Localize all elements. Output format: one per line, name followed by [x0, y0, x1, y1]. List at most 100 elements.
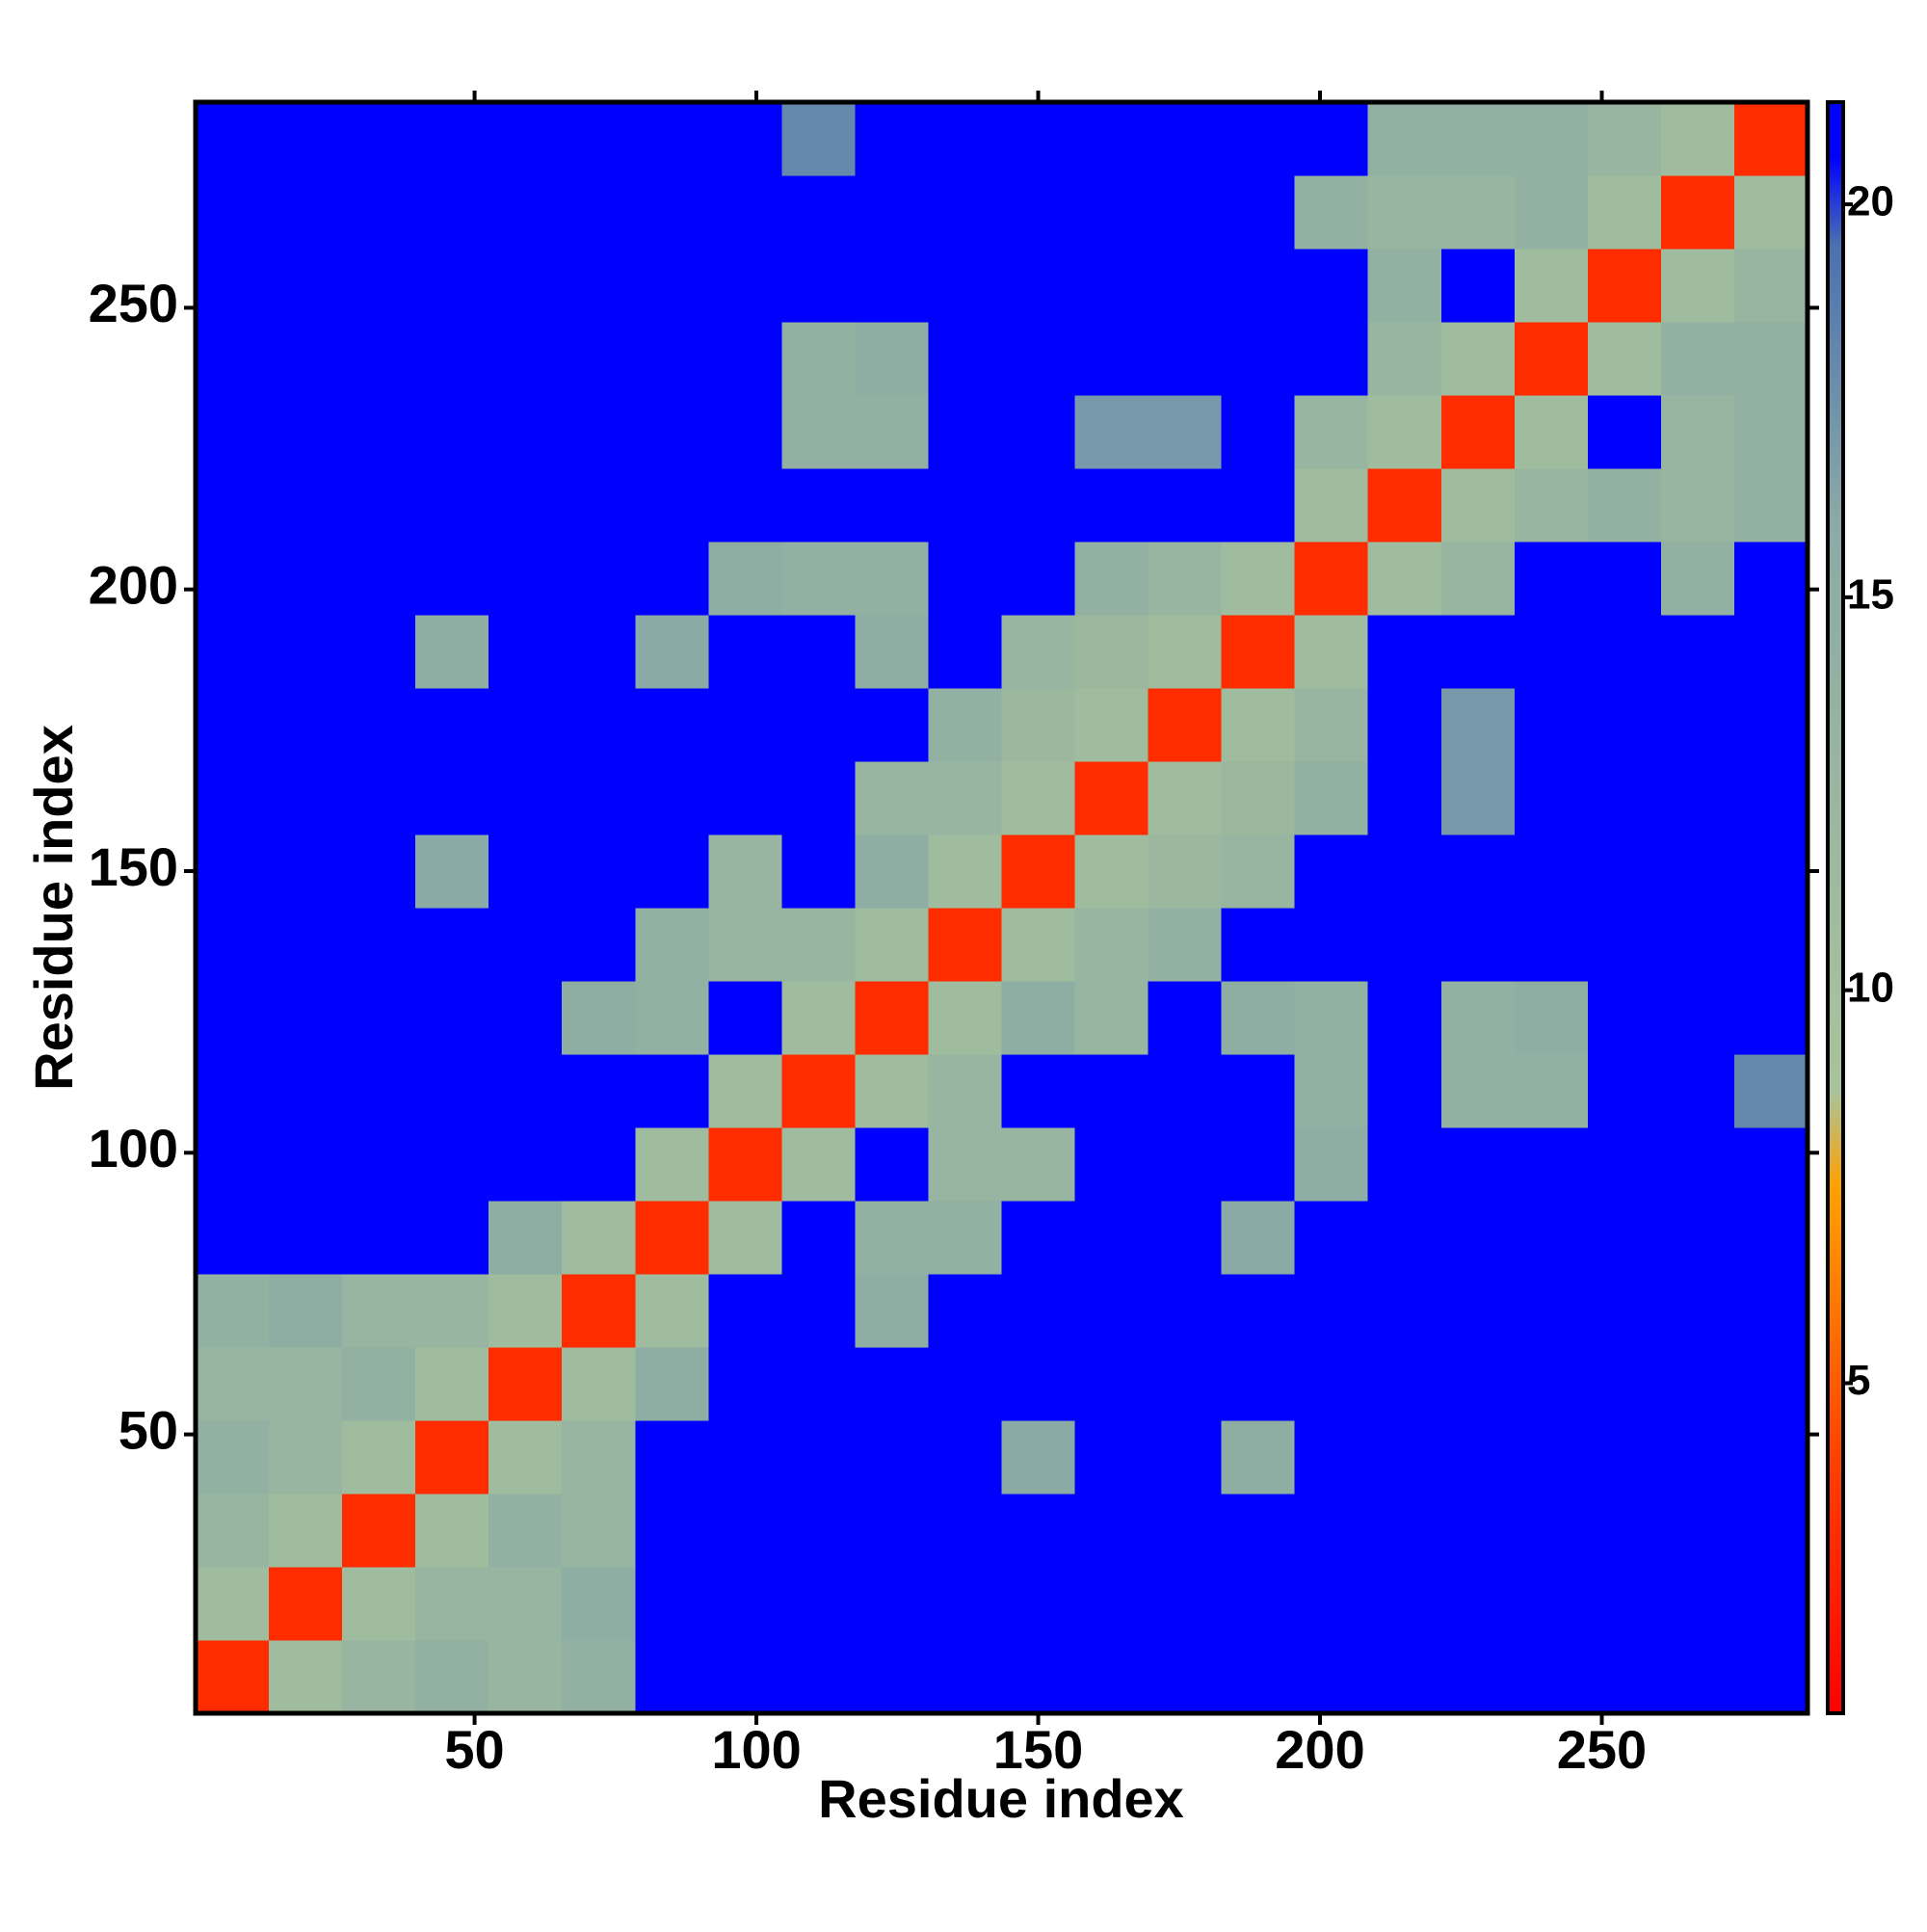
heatmap-cell	[1367, 249, 1442, 323]
heatmap-cell	[855, 761, 929, 835]
heatmap-cell	[1514, 1201, 1589, 1275]
heatmap-cell	[1440, 1567, 1516, 1641]
heatmap-cell	[1148, 249, 1223, 323]
heatmap-cell	[1367, 1127, 1442, 1202]
heatmap-cell	[1294, 908, 1369, 982]
heatmap-cell	[342, 834, 416, 909]
heatmap-cell	[1587, 1494, 1662, 1568]
heatmap-cell	[1074, 981, 1149, 1055]
heatmap-cell	[1440, 542, 1516, 616]
heatmap-cell	[708, 1127, 782, 1202]
heatmap-cell	[562, 468, 636, 543]
heatmap-cell	[1074, 1640, 1149, 1714]
heatmap-cell	[1148, 1274, 1223, 1348]
heatmap-cell	[1367, 102, 1442, 176]
heatmap-cell	[635, 1420, 709, 1495]
heatmap-cell	[562, 615, 636, 689]
heatmap-cell	[1221, 1494, 1296, 1568]
heatmap-cell	[1294, 761, 1369, 835]
heatmap-cell	[196, 249, 270, 323]
heatmap-cell	[1221, 1127, 1296, 1202]
heatmap-cell	[928, 1274, 1002, 1348]
heatmap-cell	[269, 175, 343, 250]
heatmap-cell	[855, 1494, 929, 1568]
heatmap-cell	[1148, 761, 1223, 835]
heatmap-cell	[928, 1420, 1002, 1495]
heatmap-cell	[1733, 395, 1808, 469]
heatmap-cell	[855, 542, 929, 616]
heatmap-cell	[1148, 1567, 1223, 1641]
heatmap-cell	[635, 615, 709, 689]
heatmap-cell	[1587, 761, 1662, 835]
heatmap-cell	[1221, 322, 1296, 396]
heatmap-cell	[1001, 1494, 1076, 1568]
heatmap-cell	[1514, 981, 1589, 1055]
heatmap-cell	[1733, 175, 1808, 250]
heatmap-cell	[562, 1567, 636, 1641]
heatmap-cell	[488, 761, 563, 835]
heatmap-cell	[415, 102, 489, 176]
heatmap-cell	[1221, 395, 1296, 469]
y-tick-label: 250	[89, 273, 178, 333]
heatmap-cell	[1587, 1567, 1662, 1641]
heatmap-cell	[855, 1567, 929, 1641]
heatmap-cell	[1660, 102, 1735, 176]
heatmap-cell	[1660, 175, 1735, 250]
heatmap-cell	[1660, 1274, 1735, 1348]
heatmap-cell	[1660, 1201, 1735, 1275]
heatmap-cell	[1440, 1494, 1516, 1568]
heatmap-cell	[708, 908, 782, 982]
heatmap-cell	[415, 908, 489, 982]
heatmap-cell	[342, 102, 416, 176]
heatmap-cell	[1074, 395, 1149, 469]
heatmap-cell	[1074, 1201, 1149, 1275]
heatmap-cell	[1440, 1201, 1516, 1275]
heatmap-cell	[1367, 761, 1442, 835]
heatmap-cell	[1514, 1347, 1589, 1421]
heatmap-cell	[269, 1567, 343, 1641]
heatmap-cell	[562, 322, 636, 396]
heatmap-cell	[635, 1127, 709, 1202]
heatmap-cell	[342, 542, 416, 616]
heatmap-cell	[1733, 102, 1808, 176]
heatmap-cell	[1294, 1420, 1369, 1495]
heatmap-cell	[1733, 908, 1808, 982]
heatmap-cell	[269, 834, 343, 909]
heatmap-cell	[928, 834, 1002, 909]
heatmap-cell	[1074, 1494, 1149, 1568]
heatmap-cell	[855, 1054, 929, 1128]
heatmap-cell	[928, 1494, 1002, 1568]
heatmap-cell	[1221, 102, 1296, 176]
colorbar-segment	[1828, 1092, 1843, 1188]
heatmap-cell	[342, 1494, 416, 1568]
heatmap-cell	[196, 1640, 270, 1714]
heatmap-cell	[635, 175, 709, 250]
heatmap-cell	[415, 834, 489, 909]
heatmap-cell	[708, 1494, 782, 1568]
heatmap-cell	[1733, 1274, 1808, 1348]
heatmap-cell	[1001, 834, 1076, 909]
heatmap-cell	[269, 542, 343, 616]
heatmap-cell	[1221, 615, 1296, 689]
heatmap-cell	[1733, 1347, 1808, 1421]
heatmap-cell	[269, 981, 343, 1055]
heatmap-cell	[269, 615, 343, 689]
heatmap-cell	[269, 1640, 343, 1714]
heatmap-cell	[708, 1420, 782, 1495]
heatmap-cell	[928, 1567, 1002, 1641]
heatmap-cell	[1367, 688, 1442, 762]
heatmap-cell	[1367, 175, 1442, 250]
heatmap-cell	[269, 322, 343, 396]
heatmap-cell	[781, 322, 856, 396]
heatmap-cell	[1074, 615, 1149, 689]
colorbar-segment	[1828, 518, 1843, 1094]
heatmap-cell	[781, 981, 856, 1055]
heatmap-cell	[708, 175, 782, 250]
heatmap-cell	[855, 1274, 929, 1348]
heatmap-cell	[1440, 175, 1516, 250]
heatmap-cell	[1148, 395, 1223, 469]
heatmap-cell	[1660, 981, 1735, 1055]
heatmap-cell	[1074, 834, 1149, 909]
heatmap-cell	[708, 834, 782, 909]
heatmap-cell	[562, 542, 636, 616]
